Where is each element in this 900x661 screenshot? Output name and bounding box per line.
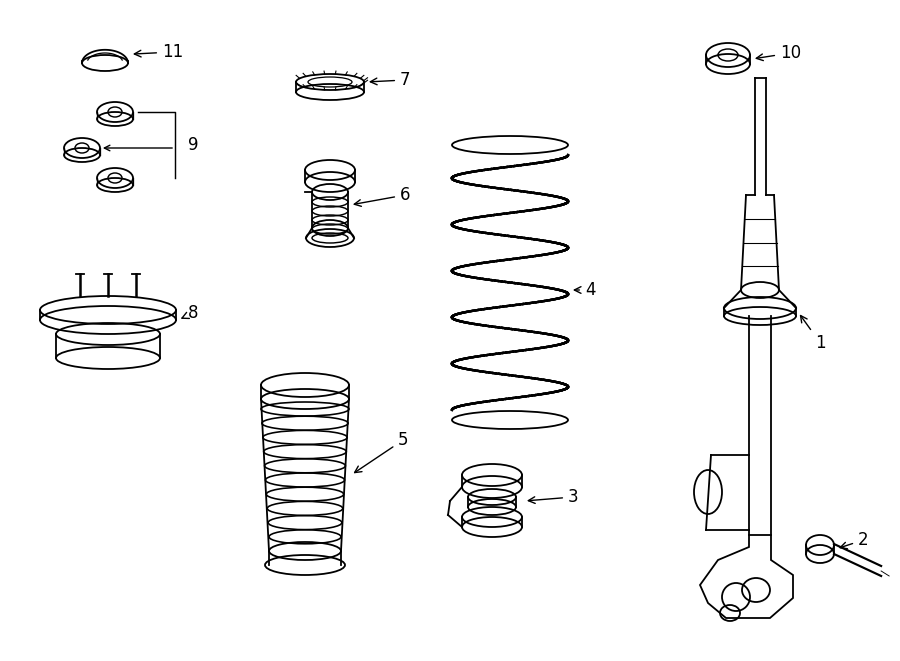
- Text: 7: 7: [370, 71, 410, 89]
- Text: 11: 11: [134, 43, 184, 61]
- Text: 1: 1: [800, 315, 825, 352]
- Text: 3: 3: [528, 488, 579, 506]
- Text: 9: 9: [188, 136, 199, 154]
- Text: 2: 2: [840, 531, 868, 549]
- Text: 6: 6: [355, 186, 410, 206]
- Text: 5: 5: [355, 431, 409, 473]
- Text: 4: 4: [574, 281, 596, 299]
- Text: 8: 8: [182, 304, 199, 322]
- Text: 10: 10: [756, 44, 801, 62]
- Polygon shape: [700, 535, 793, 618]
